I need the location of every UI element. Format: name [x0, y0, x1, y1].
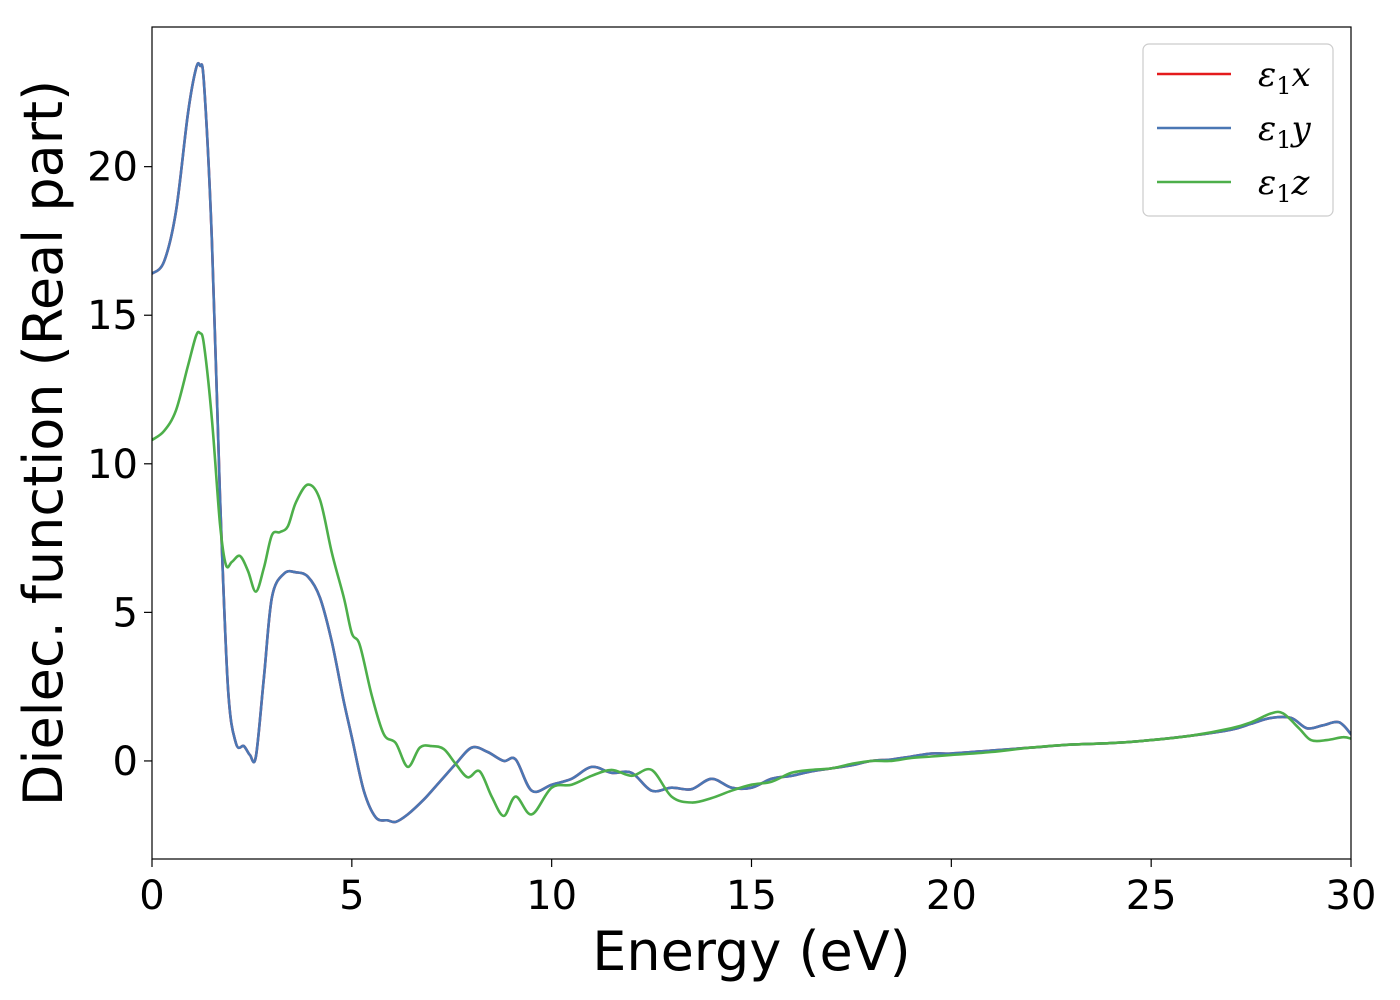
x-tick-label: 10: [526, 873, 577, 919]
series-line-z: [152, 330, 1351, 818]
legend-component: y: [1290, 109, 1312, 149]
legend-label-x: ε1x: [1258, 55, 1311, 100]
legend-symbol: ε: [1258, 163, 1276, 203]
legend-component: z: [1291, 163, 1311, 203]
x-tick-label: 15: [726, 873, 777, 919]
x-tick-label: 0: [139, 873, 164, 919]
x-tick-label: 25: [1126, 873, 1177, 919]
y-tick-label: 0: [113, 739, 138, 785]
legend-subscript: 1: [1276, 180, 1291, 208]
legend-subscript: 1: [1276, 72, 1291, 100]
x-axis: 0 5 10 15 20 25 30: [139, 859, 1376, 919]
y-axis: 0 5 10 15 20: [87, 145, 152, 785]
y-axis-label: Dielec. function (Real part): [12, 80, 75, 806]
legend-component: x: [1292, 55, 1311, 95]
x-tick-label: 5: [339, 873, 364, 919]
legend-symbol: ε: [1258, 55, 1276, 95]
x-axis-label: Energy (eV): [592, 920, 911, 983]
y-tick-label: 15: [87, 293, 138, 339]
series-lines: [152, 61, 1351, 824]
y-tick-label: 20: [87, 145, 138, 191]
legend-label-y: ε1y: [1258, 109, 1312, 154]
y-tick-label: 10: [87, 442, 138, 488]
legend-label-z: ε1z: [1258, 163, 1311, 208]
x-tick-label: 30: [1326, 873, 1377, 919]
legend-subscript: 1: [1276, 126, 1291, 154]
legend-box: [1142, 43, 1334, 217]
y-tick-label: 5: [113, 590, 138, 636]
x-tick-label: 20: [926, 873, 977, 919]
legend-symbol: ε: [1258, 109, 1276, 149]
